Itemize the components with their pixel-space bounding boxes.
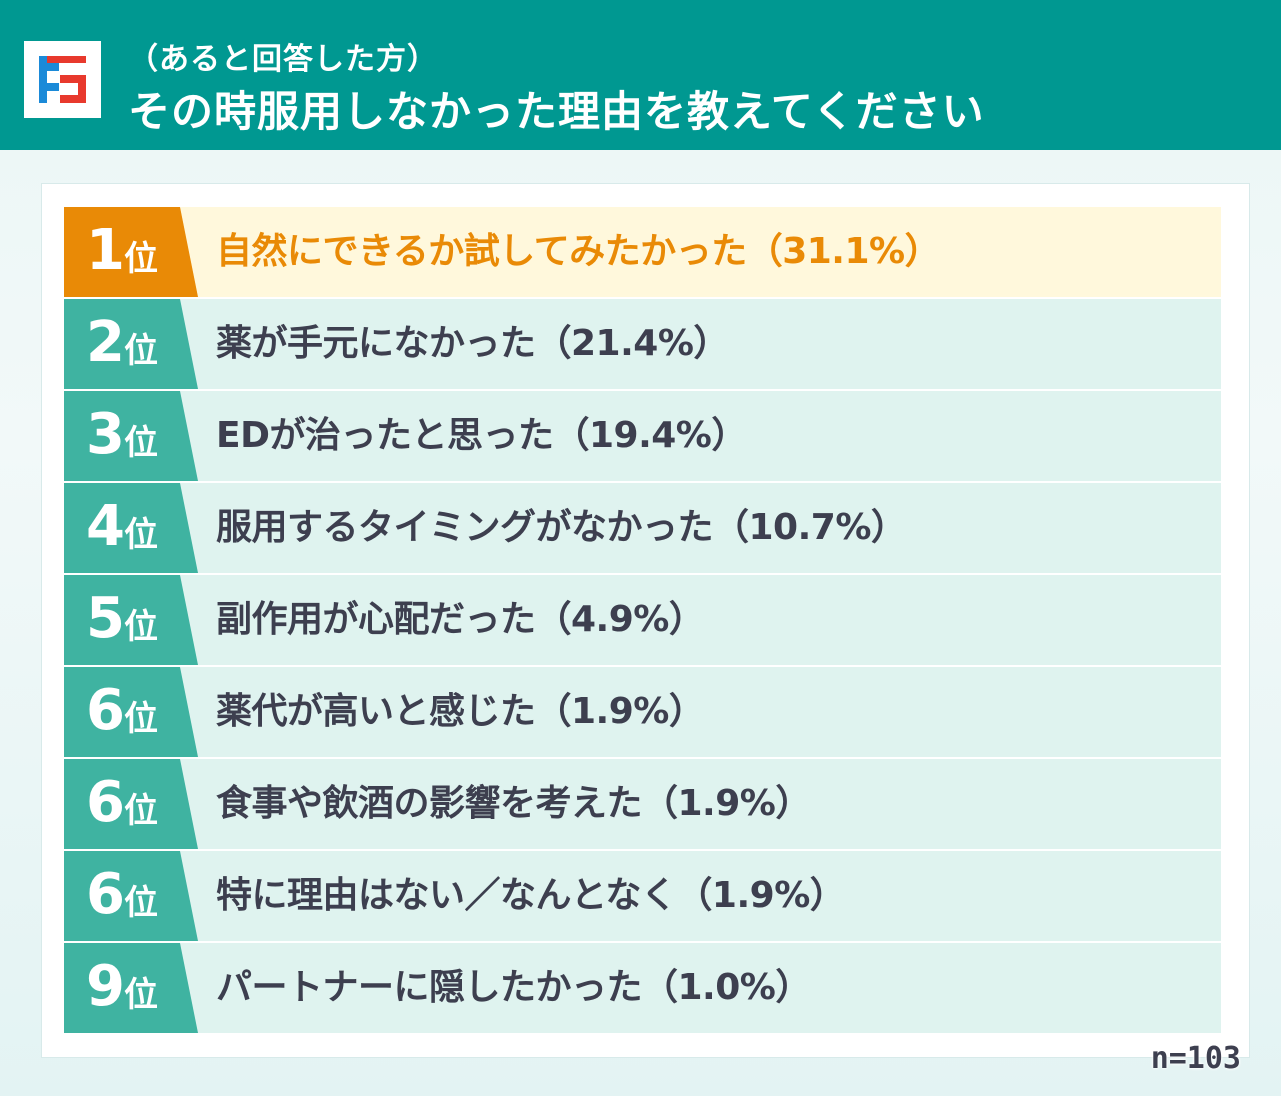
rank-badge: 4 位 bbox=[64, 483, 198, 573]
rank-reason: 自然にできるか試してみたかった（31.1%） bbox=[216, 231, 941, 272]
rank-unit: 位 bbox=[124, 975, 158, 1015]
rank-number: 3 bbox=[86, 402, 125, 467]
ranking-row-7: 6 位 食事や飲酒の影響を考えた（1.9%） bbox=[64, 759, 1221, 849]
sample-size-label: n=103 bbox=[1150, 1041, 1241, 1076]
rank-badge: 1 位 bbox=[64, 207, 198, 297]
rank-unit: 位 bbox=[124, 239, 158, 279]
rank-badge: 6 位 bbox=[64, 851, 198, 941]
rank-badge: 6 位 bbox=[64, 759, 198, 849]
ranking-row-5: 5 位 副作用が心配だった（4.9%） bbox=[64, 575, 1221, 665]
rank-unit: 位 bbox=[124, 791, 158, 831]
rank-unit: 位 bbox=[124, 515, 158, 555]
rank-reason: 特に理由はない／なんとなく（1.9%） bbox=[216, 875, 846, 916]
rank-unit: 位 bbox=[124, 331, 158, 371]
rank-badge: 5 位 bbox=[64, 575, 198, 665]
rank-unit: 位 bbox=[124, 699, 158, 739]
ranking-row-3: 3 位 EDが治ったと思った（19.4%） bbox=[64, 391, 1221, 481]
rank-unit: 位 bbox=[124, 423, 158, 463]
rank-number: 6 bbox=[86, 678, 125, 743]
rank-reason: 食事や飲酒の影響を考えた（1.9%） bbox=[216, 783, 811, 824]
ranking-row-8: 6 位 特に理由はない／なんとなく（1.9%） bbox=[64, 851, 1221, 941]
ranking-card: 1 位 自然にできるか試してみたかった（31.1%） 2 位 薬が手元になかった… bbox=[41, 183, 1250, 1058]
rank-unit: 位 bbox=[124, 607, 158, 647]
rank-reason: 服用するタイミングがなかった（10.7%） bbox=[216, 507, 907, 548]
ranking-row-9: 9 位 パートナーに隠したかった（1.0%） bbox=[64, 943, 1221, 1033]
rank-number: 5 bbox=[86, 586, 125, 651]
rank-reason: パートナーに隠したかった（1.0%） bbox=[216, 967, 811, 1008]
ranking-row-4: 4 位 服用するタイミングがなかった（10.7%） bbox=[64, 483, 1221, 573]
ranking-list: 1 位 自然にできるか試してみたかった（31.1%） 2 位 薬が手元になかった… bbox=[64, 207, 1221, 1035]
rank-badge: 3 位 bbox=[64, 391, 198, 481]
header-subtitle: （あると回答した方） bbox=[128, 42, 438, 77]
ranking-row-2: 2 位 薬が手元になかった（21.4%） bbox=[64, 299, 1221, 389]
rank-reason: 副作用が心配だった（4.9%） bbox=[216, 599, 705, 640]
rank-badge: 2 位 bbox=[64, 299, 198, 389]
rank-number: 6 bbox=[86, 862, 125, 927]
rank-number: 9 bbox=[86, 954, 125, 1019]
rank-number: 1 bbox=[86, 218, 125, 283]
brand-logo-icon bbox=[39, 56, 86, 103]
rank-number: 4 bbox=[86, 494, 125, 559]
rank-reason: 薬代が高いと感じた（1.9%） bbox=[216, 691, 705, 732]
header-banner: （あると回答した方） その時服用しなかった理由を教えてください bbox=[0, 0, 1281, 150]
ranking-row-1: 1 位 自然にできるか試してみたかった（31.1%） bbox=[64, 207, 1221, 297]
ranking-row-6: 6 位 薬代が高いと感じた（1.9%） bbox=[64, 667, 1221, 757]
rank-reason: 薬が手元になかった（21.4%） bbox=[216, 323, 729, 364]
brand-logo bbox=[24, 41, 101, 118]
rank-unit: 位 bbox=[124, 883, 158, 923]
rank-reason: EDが治ったと思った（19.4%） bbox=[216, 415, 747, 456]
rank-number: 6 bbox=[86, 770, 125, 835]
page-title: その時服用しなかった理由を教えてください bbox=[128, 87, 985, 136]
rank-badge: 9 位 bbox=[64, 943, 198, 1033]
rank-number: 2 bbox=[86, 310, 125, 375]
rank-badge: 6 位 bbox=[64, 667, 198, 757]
